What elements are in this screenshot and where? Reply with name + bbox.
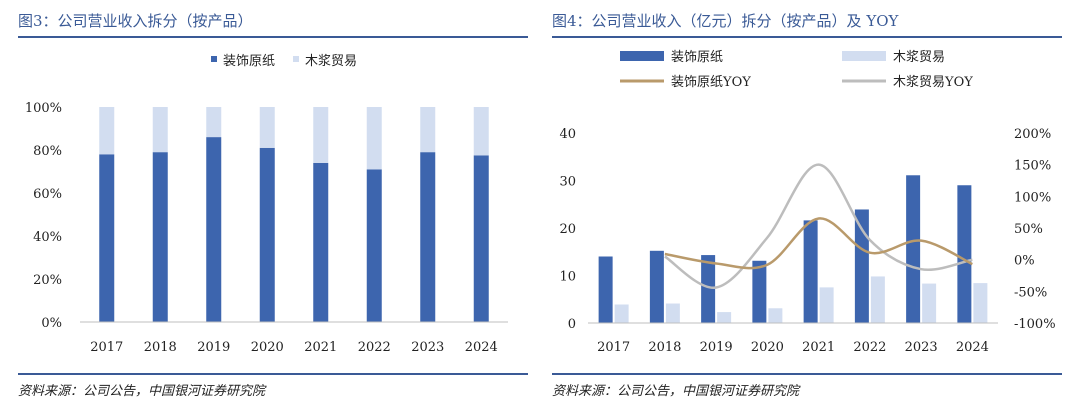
x-tick-label: 2021 <box>304 340 337 355</box>
bar-2023-decor-paper <box>906 175 921 323</box>
yoy-line-decor-paper <box>664 217 973 270</box>
x-tick-label: 2018 <box>144 340 177 355</box>
legend-label-2: 木浆贸易 <box>305 54 357 69</box>
x-tick-label: 2019 <box>700 340 733 355</box>
bar-2020-decor-paper <box>259 147 275 322</box>
bar-2019-pulp-trade <box>717 312 732 323</box>
x-tick-label: 2023 <box>411 340 444 355</box>
left-chart-panel: 图3：公司营业收入拆分（按产品） 装饰原纸 木浆贸易 0% 20% 40% 60% 80% 1… <box>18 0 528 408</box>
y-right-tick-label: -50% <box>1014 285 1047 300</box>
bar-2020-decor-paper <box>752 260 767 323</box>
y-right-tick-label: 50% <box>1014 222 1043 237</box>
bar-2019-pulp-trade <box>206 107 222 138</box>
x-tick-label: 2019 <box>197 340 230 355</box>
y-left-tick-label: 0 <box>568 317 576 332</box>
x-tick-label: 2020 <box>251 340 284 355</box>
y-tick-label: 20% <box>33 273 62 288</box>
bar-2019-decor-paper <box>701 255 716 323</box>
y-right-tick-label: 150% <box>1014 159 1051 174</box>
bar-2022-decor-paper <box>366 169 382 322</box>
y-right-tick-label: -100% <box>1014 317 1056 332</box>
bar-2019-decor-paper <box>206 137 222 322</box>
bar-2017-decor-paper <box>598 256 613 323</box>
right-chart-title: 图4：公司营业收入（亿元）拆分（按产品）及 YOY <box>552 12 899 30</box>
x-tick-label: 2017 <box>597 340 630 355</box>
y-tick-label: 40% <box>33 230 62 245</box>
right-bottom-rule <box>552 373 1062 375</box>
legend-label-1: 装饰原纸 <box>671 50 723 65</box>
bar-2018-decor-paper <box>152 152 168 322</box>
x-tick-label: 2021 <box>802 340 835 355</box>
left-source-note: 资料来源：公司公告，中国银河证券研究院 <box>18 384 266 399</box>
legend-swatch-1 <box>211 56 217 62</box>
right-top-rule <box>552 36 1062 38</box>
y-right-tick-label: 200% <box>1014 127 1051 142</box>
y-tick-label: 0% <box>41 316 62 331</box>
bar-2018-pulp-trade <box>152 107 168 153</box>
legend-swatch-2 <box>293 56 299 62</box>
x-tick-label: 2024 <box>465 340 498 355</box>
bar-2022-pulp-trade <box>870 276 885 323</box>
bar-2021-pulp-trade <box>819 287 834 323</box>
yoy-line-pulp-trade <box>664 163 973 289</box>
bar-2017-pulp-trade <box>99 107 115 155</box>
legend-swatch-1 <box>620 51 664 61</box>
bar-2021-decor-paper <box>313 162 329 322</box>
y-tick-label: 60% <box>33 187 62 202</box>
bar-2017-decor-paper <box>99 154 115 322</box>
y-tick-label: 80% <box>33 144 62 159</box>
y-right-tick-label: 100% <box>1014 190 1051 205</box>
right-chart-panel: 图4：公司营业收入（亿元）拆分（按产品）及 YOY 装饰原纸 木浆贸易装饰原纸YO… <box>552 0 1062 408</box>
bar-2021-decor-paper <box>803 220 818 323</box>
bar-2022-decor-paper <box>854 209 869 323</box>
bar-2021-pulp-trade <box>313 107 329 163</box>
y-right-tick-label: 0% <box>1014 254 1035 269</box>
x-tick-label: 2020 <box>751 340 784 355</box>
y-left-tick-label: 40 <box>559 127 576 142</box>
legend-swatch-2 <box>842 51 886 61</box>
bar-2022-pulp-trade <box>366 107 382 170</box>
left-stacked-bar-chart: 装饰原纸 木浆贸易 0% 20% 40% 60% 80% 100% 2017 2018 2019 20… <box>25 54 508 355</box>
y-left-tick-label: 20 <box>559 222 576 237</box>
y-left-tick-label: 10 <box>559 270 576 285</box>
bar-2023-pulp-trade <box>420 107 436 153</box>
bar-2024-pulp-trade <box>973 283 988 323</box>
bar-2020-pulp-trade <box>259 107 275 148</box>
bar-2017-pulp-trade <box>614 304 629 323</box>
bar-2018-pulp-trade <box>665 303 680 323</box>
x-tick-label: 2022 <box>853 340 886 355</box>
x-tick-label: 2022 <box>358 340 391 355</box>
legend-label-3: 装饰原纸YOY <box>671 75 751 90</box>
bar-2023-decor-paper <box>420 152 436 322</box>
right-source-note: 资料来源：公司公告，中国银河证券研究院 <box>552 384 800 399</box>
legend-label-1: 装饰原纸 <box>223 54 275 69</box>
bar-2018-decor-paper <box>649 250 664 323</box>
legend-label-4: 木浆贸易YOY <box>893 75 973 90</box>
x-tick-label: 2023 <box>905 340 938 355</box>
bar-2023-pulp-trade <box>922 283 937 323</box>
x-tick-label: 2017 <box>90 340 123 355</box>
x-tick-label: 2024 <box>956 340 989 355</box>
x-tick-label: 2018 <box>648 340 681 355</box>
bar-2020-pulp-trade <box>768 308 783 323</box>
legend-label-2: 木浆贸易 <box>893 50 945 65</box>
bar-2024-decor-paper <box>473 155 489 322</box>
y-tick-label: 100% <box>25 101 62 116</box>
left-top-rule <box>18 36 528 38</box>
bar-2024-pulp-trade <box>473 107 489 156</box>
y-left-tick-label: 30 <box>559 175 576 190</box>
left-bottom-rule <box>18 373 528 375</box>
left-chart-title: 图3：公司营业收入拆分（按产品） <box>18 12 253 30</box>
bar-2024-decor-paper <box>957 185 972 323</box>
